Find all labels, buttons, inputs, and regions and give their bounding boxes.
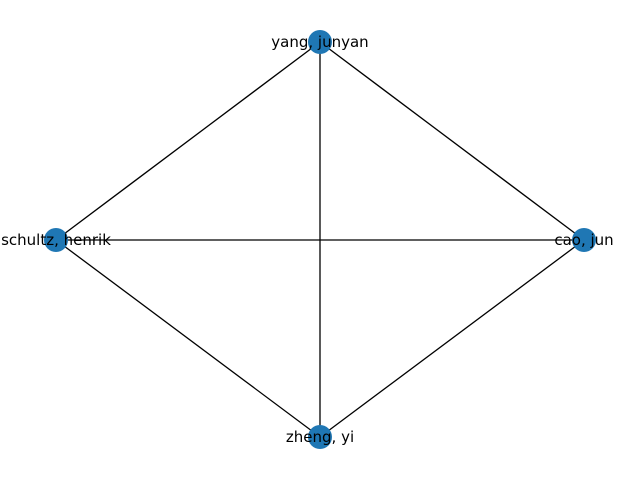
edge-schultz-zheng	[55, 239, 321, 438]
labels-layer: yang, junyan schultz, henrik cao, jun zheng…	[1, 33, 614, 446]
node-label-cao: cao, jun	[554, 231, 613, 249]
node-label-yang: yang, junyan	[271, 33, 368, 51]
edge-yang-cao	[319, 41, 585, 241]
edges-layer	[55, 41, 585, 438]
node-schultz	[44, 228, 68, 252]
node-label-schultz: schultz, henrik	[1, 231, 111, 249]
node-yang	[308, 30, 332, 54]
edge-yang-schultz	[55, 41, 321, 241]
nodes-layer	[44, 30, 596, 449]
node-label-zheng: zheng, yi	[286, 428, 354, 446]
node-zheng	[308, 425, 332, 449]
node-cao	[572, 228, 596, 252]
edge-cao-zheng	[319, 239, 585, 438]
